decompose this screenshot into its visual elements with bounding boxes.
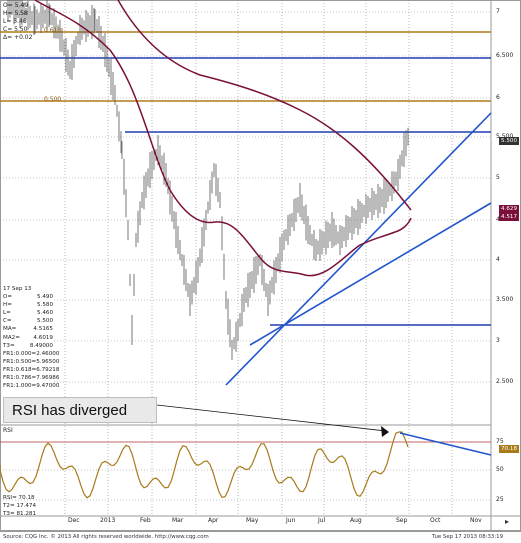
rsi-readout: RSI= 70.18 T2= 17.474 T3= 81.281 [3, 494, 36, 518]
price-axis-label: 3 [496, 337, 500, 344]
close-value: C= 5.50 [3, 26, 28, 33]
rsi-value-tag: 70.18 [498, 445, 519, 453]
price-bars [7, 0, 409, 360]
price-axis-label: 5.500 [496, 133, 513, 140]
cursor-info-row: T3= 8.49000 [3, 342, 53, 350]
cursor-info-panel: 17 Sep 13 O= 5.490 H= 5.580 L= 5.460 C= 5.500 MA… [3, 285, 59, 391]
month-label: Jun [286, 517, 296, 524]
cursor-info-row: FR1:0.786= 7.96986 [3, 374, 59, 382]
cursor-info-value: 5.580 [36, 302, 53, 309]
timestamp-text: Tue Sep 17 2013 08:33:19 [431, 534, 503, 540]
price-axis-label: 5 [496, 174, 500, 181]
rsi-axis-label: 25 [496, 496, 504, 503]
moving-average-short [34, 0, 412, 277]
trendline-shallow [249, 202, 492, 346]
month-label: Apr [208, 517, 219, 524]
price-axis-label: 7 [496, 8, 500, 15]
fib-0618-label: 0.618 [44, 27, 62, 34]
month-label: May [246, 517, 259, 524]
cursor-info-value: 8.49000 [29, 342, 53, 349]
cursor-info-row: FR1:1.000= 9.47000 [3, 382, 59, 390]
cursor-info-row: FR1:0.500= 5.96500 [3, 358, 59, 366]
cursor-info-key: FR1:1.000= [3, 383, 37, 390]
price-axis-label: 6.500 [496, 52, 514, 59]
year-label: 2013 [100, 517, 116, 524]
callout-arrowhead [381, 426, 389, 437]
rsi-panel-label: RSI [3, 427, 13, 434]
cursor-info-value: 6.79218 [36, 366, 60, 373]
cursor-info-value: 5.96500 [36, 358, 60, 365]
cursor-info-row: MA2= 4.6019 [3, 334, 53, 342]
cursor-info-key: FR1:0.500= [3, 358, 37, 365]
month-label: Sep [396, 517, 408, 524]
price-axis-label: 2.500 [496, 378, 514, 385]
cursor-info-key: FR1:0.618= [3, 366, 37, 373]
cursor-info-key: FR1:0.000= [3, 350, 37, 357]
rsi-axis-label: 75 [496, 438, 504, 445]
rsi-axis-label: 50 [496, 466, 504, 473]
ma2-price-tag: 4.517 [498, 213, 519, 221]
ohlc-readout: O= 5.49 H= 5.58 L= 5.46 C= 5.50 Δ= +0.02 [3, 2, 32, 42]
cursor-info-key: L= [3, 310, 11, 317]
moving-average-long [117, 0, 412, 211]
cursor-info-key: O= [3, 294, 13, 301]
source-text: Source: CQG Inc. © 2013 All rights reser… [3, 534, 209, 540]
footer: Source: CQG Inc. © 2013 All rights reser… [0, 531, 521, 543]
open-value: O= 5.49 [3, 2, 29, 9]
cursor-date: 17 Sep 13 [3, 286, 32, 292]
cursor-info-row: O= 5.490 [3, 293, 53, 301]
rsi-t3: T3= 81.281 [3, 511, 37, 517]
price-axis-label: 6 [496, 94, 500, 101]
cursor-info-value: 4.6019 [33, 334, 53, 341]
cursor-info-value: 4.5165 [33, 326, 53, 333]
cursor-info-row: C= 5.500 [3, 317, 53, 325]
rsi-divergence-line [399, 432, 492, 456]
month-label: Jul [318, 517, 326, 524]
high-value: H= 5.58 [3, 10, 28, 17]
cursor-info-row: H= 5.580 [3, 301, 53, 309]
callout-arrow-line [156, 404, 387, 432]
cursor-info-value: 7.96986 [36, 375, 60, 382]
price-axis-label: 3.500 [496, 296, 514, 303]
price-axis-label: 4 [496, 256, 500, 263]
ma1-price-tag: 4.629 [498, 205, 519, 213]
month-label: Feb [140, 517, 151, 524]
month-label: Dec [68, 517, 80, 524]
month-label: Oct [430, 517, 441, 524]
cursor-info-key: T3= [3, 342, 15, 349]
scroll-right-icon[interactable]: ▸ [505, 517, 510, 526]
cursor-info-value: 5.490 [36, 294, 53, 301]
month-label: Nov [470, 517, 482, 524]
cursor-info-key: FR1:0.786= [3, 375, 37, 382]
cursor-info-key: MA2= [3, 334, 20, 341]
cursor-info-value: 5.500 [36, 318, 53, 325]
month-label: Aug [350, 517, 362, 524]
cursor-info-value: 5.460 [36, 310, 53, 317]
time-grid [64, 0, 453, 516]
cursor-info-row: L= 5.460 [3, 309, 53, 317]
month-label: Mar [172, 517, 184, 524]
rsi-value: RSI= 70.18 [3, 495, 35, 501]
rsi-divergence-callout: RSI has diverged [3, 397, 157, 423]
cursor-info-key: MA= [3, 326, 17, 333]
cursor-info-row: FR1:0.618= 6.79218 [3, 366, 59, 374]
cursor-info-value: 2.46000 [36, 350, 60, 357]
price-grid [0, 11, 491, 501]
cursor-info-row: MA= 4.5165 [3, 325, 53, 333]
cursor-info-value: 9.47000 [36, 383, 60, 390]
cursor-info-row: FR1:0.000= 2.46000 [3, 350, 59, 358]
change-value: Δ= +0.02 [3, 34, 33, 41]
rsi-t2: T2= 17.474 [3, 503, 37, 509]
last-price-tag: 5.500 [498, 137, 519, 145]
trendline-steep [225, 112, 492, 386]
rsi-line [0, 431, 409, 499]
low-value: L= 5.46 [3, 18, 27, 25]
cursor-info-key: H= [3, 302, 12, 309]
fib-0500-label: 0.500 [44, 96, 62, 103]
cursor-info-key: C= [3, 318, 12, 325]
